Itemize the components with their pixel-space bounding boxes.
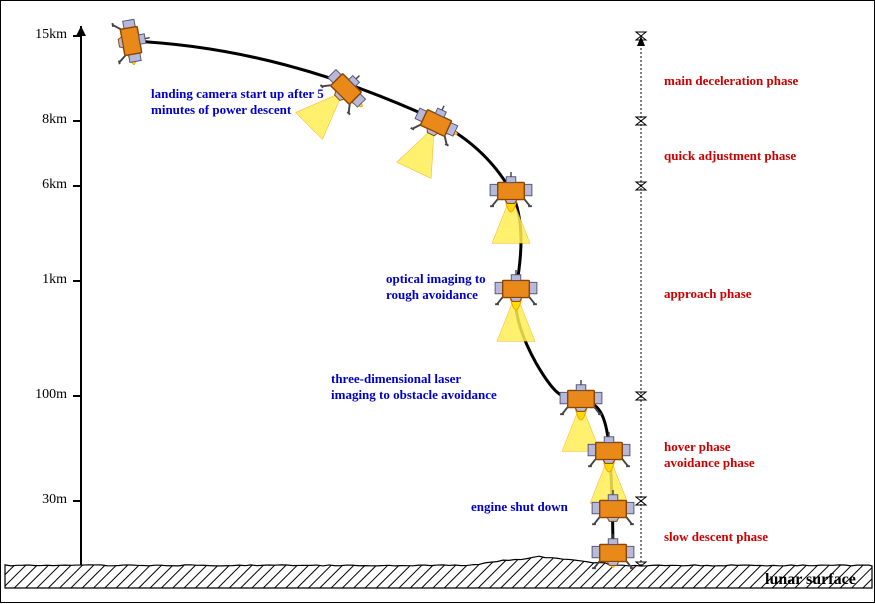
phase-label: slow descent phase — [664, 529, 768, 545]
lunar-surface-label: lunar surface — [765, 571, 856, 589]
lander-icon — [395, 97, 466, 180]
lander-icon — [490, 172, 532, 243]
phase-label: main deceleration phase — [664, 73, 798, 89]
phase-label: quick adjustment phase — [664, 148, 796, 164]
altitude-tick-label: 6km — [42, 177, 67, 193]
lander-icon — [495, 270, 537, 341]
altitude-tick-label: 100m — [35, 387, 67, 403]
lander-icon — [592, 534, 634, 568]
annotation-label: optical imaging to rough avoidance — [386, 271, 486, 302]
annotation-label: engine shut down — [471, 499, 568, 515]
altitude-tick-label: 1km — [42, 272, 67, 288]
annotation-label: landing camera start up after 5 minutes … — [151, 86, 324, 117]
annotation-label: three-dimensional laser imaging to obsta… — [331, 371, 497, 402]
diagram-stage: lunar surface 15km 8km 6km 1km 100m 30m main d… — [0, 0, 875, 603]
lander-icon — [560, 380, 602, 451]
altitude-tick-label: 8km — [42, 112, 67, 128]
diagram-svg — [1, 1, 875, 604]
altitude-tick-label: 30m — [42, 492, 67, 508]
altitude-tick-label: 15km — [35, 27, 67, 43]
phase-label: approach phase — [664, 286, 752, 302]
phase-label: hover phase avoidance phase — [664, 439, 755, 470]
